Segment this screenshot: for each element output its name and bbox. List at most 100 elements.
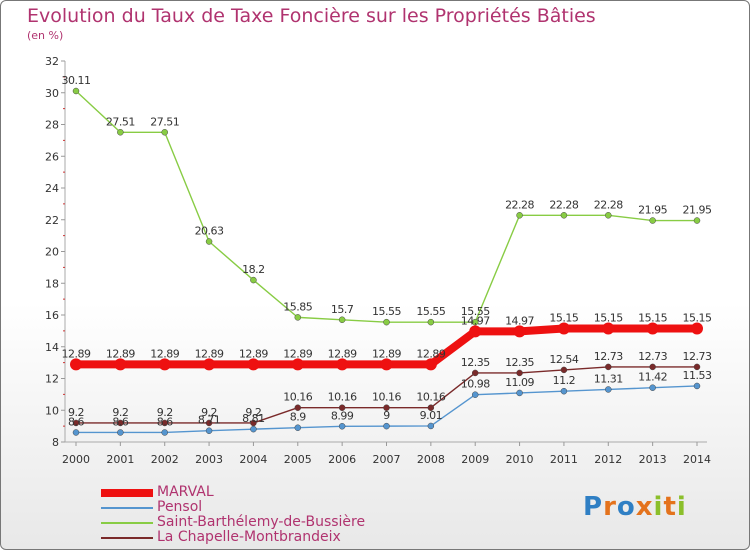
data-label-2: 22.28 <box>594 198 623 211</box>
data-label-3: 10.16 <box>372 391 401 404</box>
data-label-2: 21.95 <box>683 204 712 217</box>
data-point-0 <box>469 325 482 338</box>
data-point-3 <box>72 419 80 427</box>
y-tick-label: 12 <box>45 373 59 386</box>
x-tick-label: 2009 <box>461 453 489 466</box>
data-label-3: 9.2 <box>157 406 173 419</box>
data-label-0: 14.97 <box>505 314 534 327</box>
data-point-1 <box>205 427 213 434</box>
data-point-3 <box>117 419 124 427</box>
data-point-2 <box>649 217 656 224</box>
data-point-0 <box>336 358 349 371</box>
data-point-3 <box>205 419 213 427</box>
data-label-1: 11.31 <box>594 372 623 385</box>
data-label-2: 15.7 <box>331 303 354 316</box>
data-point-0 <box>158 358 171 371</box>
data-label-0: 12.89 <box>328 347 357 360</box>
data-point-1 <box>250 425 257 433</box>
data-label-1: 8.6 <box>112 415 128 428</box>
data-point-1 <box>693 382 701 390</box>
x-tick-label: 2006 <box>328 453 356 466</box>
data-point-2 <box>72 87 80 95</box>
legend-label-saint-barthelemy: Saint-Barthélemy-de-Bussière <box>157 514 366 530</box>
data-point-2 <box>161 129 168 136</box>
data-point-3 <box>383 404 390 411</box>
data-point-0 <box>291 358 304 371</box>
data-point-0 <box>203 358 216 371</box>
data-label-3: 10.16 <box>283 391 312 404</box>
x-tick-label: 2012 <box>594 453 622 466</box>
data-point-2 <box>605 212 612 219</box>
y-tick-label: 30 <box>45 87 59 100</box>
proxiti-logo: Proxiti <box>583 492 687 522</box>
x-tick-label: 2007 <box>373 453 401 466</box>
data-label-0: 15.15 <box>683 311 712 324</box>
data-point-0 <box>424 358 437 371</box>
data-point-1 <box>294 424 302 431</box>
data-label-3: 9.2 <box>112 406 128 419</box>
unit-label: (en %) <box>27 29 64 42</box>
data-point-2 <box>338 316 346 324</box>
y-tick-label: 10 <box>45 404 59 417</box>
data-label-2: 20.63 <box>195 224 224 237</box>
data-point-2 <box>205 238 213 245</box>
legend-item-saint-barthelemy: Saint-Barthélemy-de-Bussière <box>101 515 365 530</box>
data-label-0: 15.15 <box>549 311 578 324</box>
data-label-3: 10.16 <box>328 391 357 404</box>
data-label-1: 11.2 <box>553 374 576 387</box>
data-point-2 <box>693 217 701 224</box>
data-point-1 <box>649 384 656 391</box>
data-label-2: 22.28 <box>549 198 578 211</box>
data-point-1 <box>161 429 168 436</box>
x-tick-label: 2014 <box>683 453 711 466</box>
legend-label-la-chapelle: La Chapelle-Montbrandeix <box>157 529 341 545</box>
y-tick-label: 28 <box>45 119 59 132</box>
data-point-1 <box>516 389 523 397</box>
data-point-2 <box>560 212 568 219</box>
data-label-2: 18.2 <box>242 263 265 276</box>
data-label-2: 22.28 <box>505 198 534 211</box>
data-point-3 <box>560 366 568 374</box>
y-tick-label: 24 <box>45 182 59 195</box>
legend-swatch-marval <box>101 488 153 497</box>
y-tick-label: 18 <box>45 277 59 290</box>
data-point-2 <box>117 129 124 136</box>
data-label-0: 12.89 <box>372 347 401 360</box>
data-point-3 <box>605 363 612 371</box>
legend-item-la-chapelle: La Chapelle-Montbrandeix <box>101 530 365 545</box>
data-label-1: 8.71 <box>198 414 221 427</box>
data-point-3 <box>338 404 346 411</box>
y-tick-label: 22 <box>45 214 59 227</box>
data-point-3 <box>471 369 479 377</box>
data-label-1: 9 <box>383 409 390 422</box>
data-label-0: 12.89 <box>62 347 91 360</box>
data-label-1: 8.6 <box>68 415 84 428</box>
data-point-3 <box>693 363 701 371</box>
data-point-2 <box>427 318 435 326</box>
data-point-0 <box>557 322 570 335</box>
data-label-0: 12.89 <box>106 347 135 360</box>
legend-item-pensol: Pensol <box>101 500 365 515</box>
x-tick-label: 2011 <box>550 453 578 466</box>
data-label-1: 10.98 <box>461 378 490 391</box>
x-tick-label: 2003 <box>195 453 223 466</box>
data-point-0 <box>114 358 127 371</box>
data-point-1 <box>383 422 390 430</box>
data-label-1: 11.42 <box>638 371 667 384</box>
data-label-1: 8.9 <box>290 411 306 424</box>
data-point-3 <box>427 404 435 411</box>
data-label-0: 15.15 <box>594 311 623 324</box>
legend-swatch-pensol <box>101 506 153 509</box>
data-label-0: 12.89 <box>195 347 224 360</box>
data-point-1 <box>338 423 346 430</box>
data-label-3: 12.73 <box>683 350 712 363</box>
data-point-3 <box>161 419 168 427</box>
data-point-3 <box>250 419 257 427</box>
data-label-1: 8.6 <box>157 415 173 428</box>
y-tick-label: 20 <box>45 246 59 259</box>
data-label-3: 12.73 <box>638 350 667 363</box>
legend-label-pensol: Pensol <box>157 499 203 515</box>
data-label-0: 12.89 <box>283 347 312 360</box>
